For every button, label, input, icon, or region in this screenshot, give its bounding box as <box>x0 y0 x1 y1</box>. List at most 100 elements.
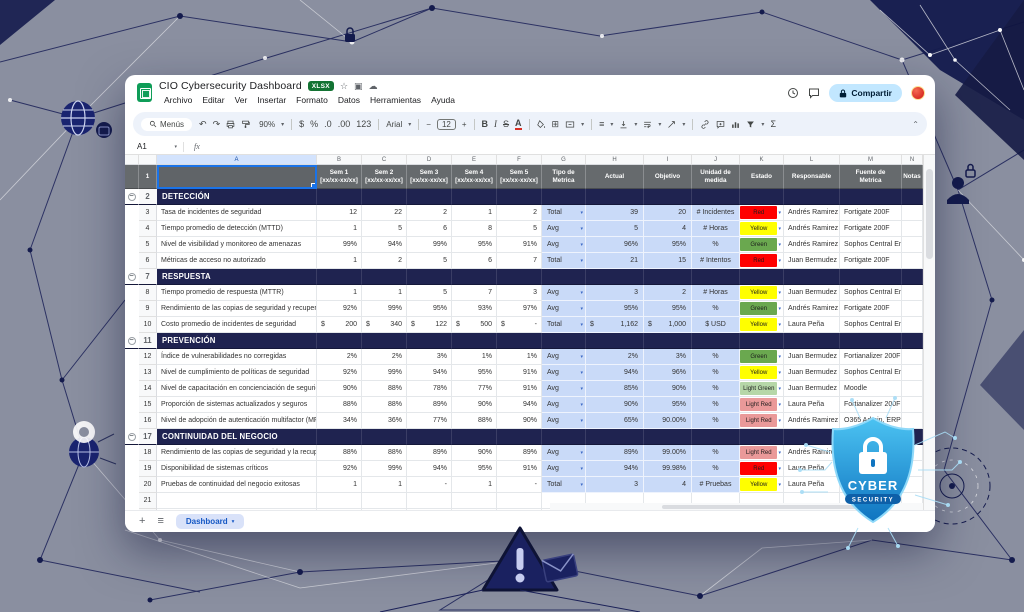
actual-cell[interactable]: 96% <box>586 237 644 253</box>
week-4-cell[interactable]: 88% <box>452 413 497 429</box>
week-3-cell[interactable]: - <box>407 477 452 493</box>
col-header-B[interactable]: B <box>317 155 362 165</box>
fuente-cell[interactable]: Moodle <box>840 381 902 397</box>
week-2-cell[interactable]: 1 <box>362 285 407 301</box>
sheets-logo-icon[interactable] <box>137 83 152 102</box>
estado-cell[interactable]: Yellow ▾ <box>740 285 784 301</box>
responsable-cell[interactable]: Andrés Ramirez <box>784 221 840 237</box>
unidad-cell[interactable]: % <box>692 461 740 477</box>
tipo-metrica-cell[interactable]: Total ▾ <box>542 477 586 493</box>
row-header-2[interactable]: 2 <box>139 189 157 205</box>
week-4-cell[interactable]: 6 <box>452 253 497 269</box>
actual-cell[interactable]: 95% <box>586 301 644 317</box>
estado-cell[interactable]: Light Green ▾ <box>740 381 784 397</box>
group-collapse-button[interactable]: − <box>125 269 139 285</box>
week-5-cell[interactable]: 7 <box>497 253 542 269</box>
responsable-cell[interactable]: Laura Peña <box>784 477 840 493</box>
week-3-cell[interactable]: 3% <box>407 349 452 365</box>
fuente-cell[interactable]: Sophos Central Endpoint <box>840 237 902 253</box>
actual-cell[interactable]: 89% <box>586 445 644 461</box>
section-fill[interactable] <box>542 333 586 349</box>
menu-archivo[interactable]: Archivo <box>164 95 193 105</box>
empty-cell[interactable] <box>362 509 407 510</box>
objetivo-cell[interactable]: 95% <box>644 237 692 253</box>
menu-formato[interactable]: Formato <box>296 95 328 105</box>
section-fill[interactable] <box>902 429 923 445</box>
week-1-cell[interactable]: 1 <box>317 285 362 301</box>
estado-cell[interactable]: Green ▾ <box>740 237 784 253</box>
week-1-cell[interactable]: 92% <box>317 461 362 477</box>
group-collapse-button[interactable]: − <box>125 189 139 205</box>
rail[interactable] <box>125 413 139 429</box>
section-fill[interactable] <box>452 333 497 349</box>
vertical-align-icon[interactable] <box>619 120 628 129</box>
week-2-cell[interactable]: 88% <box>362 397 407 413</box>
unidad-cell[interactable]: % <box>692 301 740 317</box>
section-fill[interactable] <box>902 269 923 285</box>
week-2-cell[interactable]: $340 <box>362 317 407 333</box>
week-2-cell[interactable]: 36% <box>362 413 407 429</box>
rail[interactable] <box>125 253 139 269</box>
section-fill[interactable] <box>692 189 740 205</box>
rail[interactable] <box>125 381 139 397</box>
header-unidad[interactable]: Unidad de medida <box>692 165 740 189</box>
tipo-metrica-cell[interactable]: Avg ▾ <box>542 413 586 429</box>
functions-button[interactable]: Σ <box>770 118 777 129</box>
insert-comment-icon[interactable] <box>716 120 725 129</box>
week-5-cell[interactable]: 94% <box>497 397 542 413</box>
section-fill[interactable] <box>740 189 784 205</box>
actual-cell[interactable]: 85% <box>586 381 644 397</box>
notas-cell[interactable] <box>902 445 923 461</box>
responsable-cell[interactable]: Andrés Ramirez <box>784 205 840 221</box>
fuente-cell[interactable]: O365 Admin, ERP Admin, <box>840 413 902 429</box>
notas-cell[interactable] <box>902 317 923 333</box>
empty-cell[interactable] <box>497 493 542 509</box>
rail[interactable] <box>125 221 139 237</box>
row-header-9[interactable]: 9 <box>139 301 157 317</box>
section-fill[interactable] <box>644 429 692 445</box>
account-avatar[interactable] <box>911 86 925 100</box>
metric-name-cell[interactable]: Costo promedio de incidentes de segurida… <box>157 317 317 333</box>
cloud-status-icon[interactable]: ☁ <box>368 80 378 91</box>
week-3-cell[interactable]: 95% <box>407 301 452 317</box>
week-4-cell[interactable]: 90% <box>452 397 497 413</box>
col-header-H[interactable]: H <box>586 155 644 165</box>
row-header-3[interactable]: 3 <box>139 205 157 221</box>
tipo-metrica-cell[interactable]: Avg ▾ <box>542 365 586 381</box>
responsable-cell[interactable]: Juan Bermudez <box>784 349 840 365</box>
insert-chart-icon[interactable] <box>731 120 740 129</box>
responsable-cell[interactable]: Juan Bermudez <box>784 253 840 269</box>
document-title[interactable]: CIO Cybersecurity Dashboard <box>159 80 302 92</box>
row-header-16[interactable]: 16 <box>139 413 157 429</box>
section-fill[interactable] <box>692 333 740 349</box>
unidad-cell[interactable]: % <box>692 381 740 397</box>
section-fill[interactable] <box>784 429 840 445</box>
header-actual[interactable]: Actual <box>586 165 644 189</box>
row-header-10[interactable]: 10 <box>139 317 157 333</box>
paint-format-icon[interactable] <box>241 120 250 129</box>
rail[interactable] <box>125 205 139 221</box>
week-1-cell[interactable]: 1 <box>317 221 362 237</box>
week-4-cell[interactable]: 1 <box>452 477 497 493</box>
week-2-cell[interactable]: 1 <box>362 477 407 493</box>
decrease-decimals-button[interactable]: .0 <box>324 118 332 129</box>
week-3-cell[interactable]: 5 <box>407 253 452 269</box>
section-fill[interactable] <box>586 189 644 205</box>
notas-cell[interactable] <box>902 253 923 269</box>
add-sheet-button[interactable]: + <box>139 515 146 527</box>
week-3-cell[interactable]: $122 <box>407 317 452 333</box>
group-collapse-button[interactable]: − <box>125 429 139 445</box>
objetivo-cell[interactable]: 15 <box>644 253 692 269</box>
actual-cell[interactable]: 90% <box>586 397 644 413</box>
metric-name-cell[interactable]: Métricas de acceso no autorizado <box>157 253 317 269</box>
rail[interactable] <box>125 165 139 189</box>
section-fill[interactable] <box>317 429 362 445</box>
section-fill[interactable] <box>317 269 362 285</box>
week-4-cell[interactable]: 95% <box>452 365 497 381</box>
section-fill[interactable] <box>497 333 542 349</box>
move-folder-icon[interactable]: ▣ <box>354 80 363 91</box>
tipo-metrica-cell[interactable]: Avg ▾ <box>542 301 586 317</box>
zoom-select[interactable]: 90% <box>259 119 276 129</box>
estado-cell[interactable]: Yellow ▾ <box>740 365 784 381</box>
font-select[interactable]: Arial <box>386 119 403 129</box>
